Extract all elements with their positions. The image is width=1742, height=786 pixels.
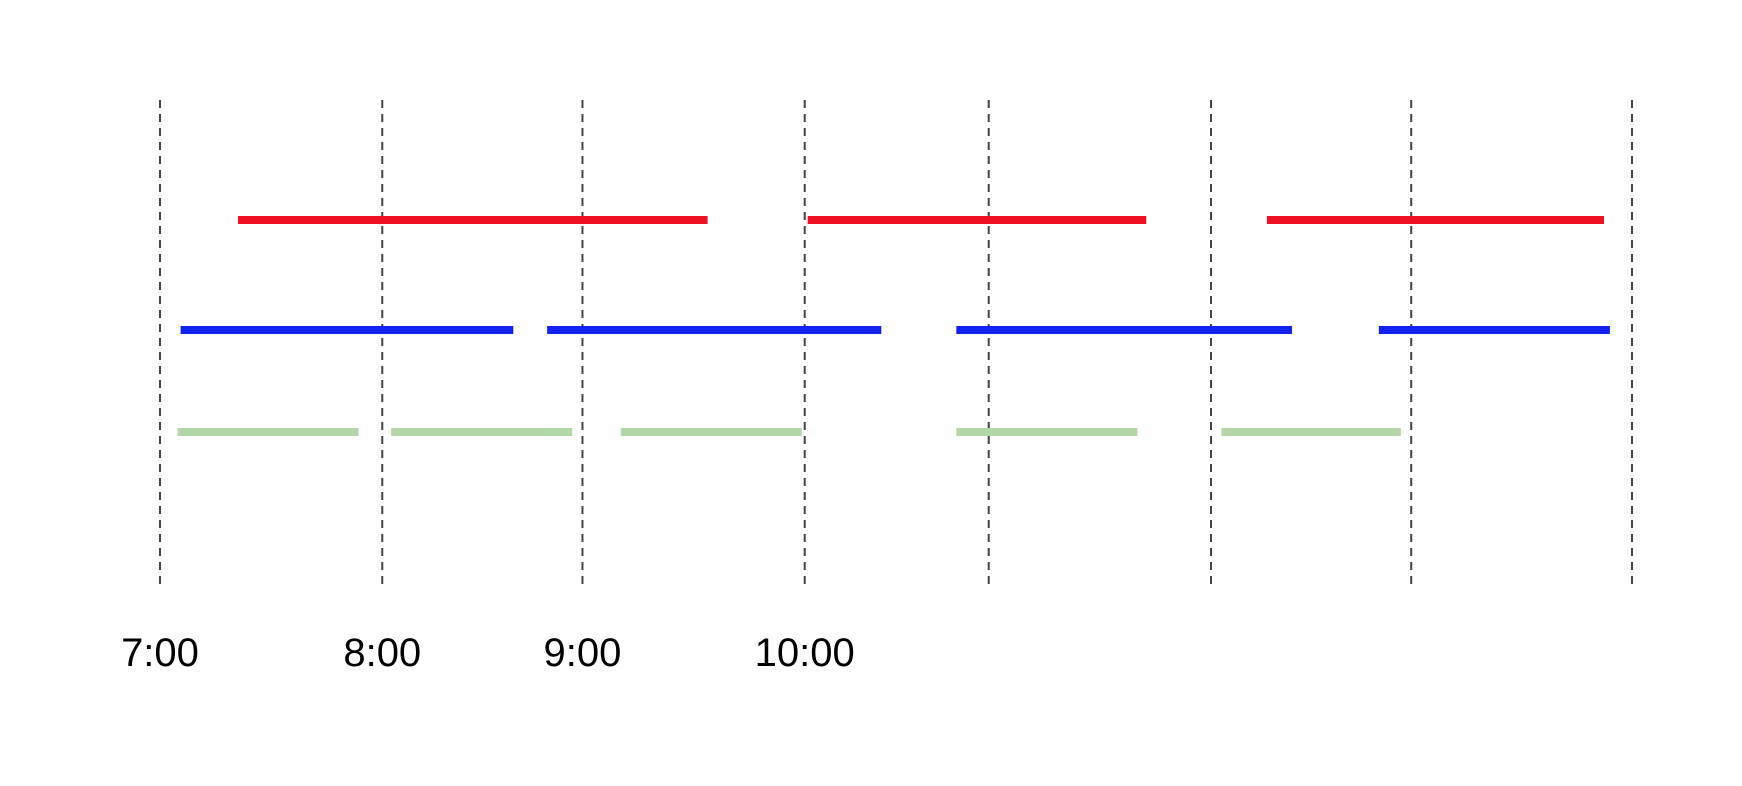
x-tick-label: 7:00	[121, 631, 199, 675]
x-tick-label: 10:00	[755, 631, 855, 675]
gridlines	[159, 100, 1633, 585]
series-segments	[177, 216, 1610, 436]
x-tick-labels: 7:00 8:00 9:00 10:00	[121, 631, 855, 675]
x-tick-label: 9:00	[544, 631, 622, 675]
x-tick-label: 8:00	[343, 631, 421, 675]
